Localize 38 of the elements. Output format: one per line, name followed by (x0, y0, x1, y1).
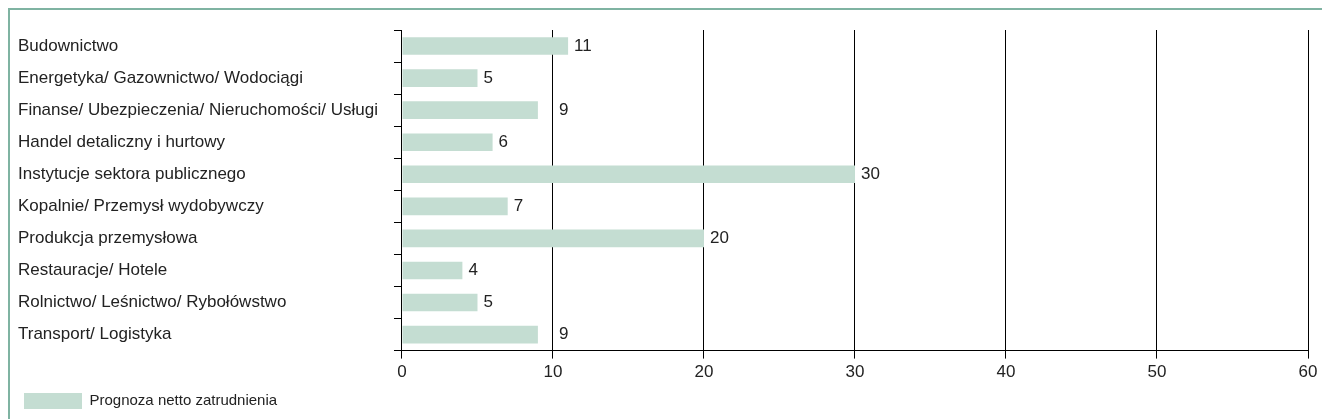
y-tick-label: Finanse/ Ubezpieczenia/ Nieruchomości/ Usługi (18, 99, 378, 119)
x-tick-label: 20 (694, 362, 714, 382)
data-label: 7 (513, 196, 524, 216)
y-tick-label: Energetyka/ Gazownictwo/ Wodociągi (18, 67, 304, 87)
legend-label: Prognoza netto zatrudnienia (89, 391, 278, 409)
x-tick-label: 60 (1298, 362, 1318, 382)
data-label: 6 (498, 131, 509, 151)
bar (402, 69, 478, 87)
y-tick-label: Transport/ Logistyka (18, 324, 172, 344)
y-tick-label: Kopalnie/ Przemysł wydobywczy (18, 196, 265, 216)
bar (402, 197, 508, 216)
data-label: 9 (559, 99, 569, 119)
data-label: 11 (574, 35, 592, 55)
bar (402, 293, 478, 312)
y-tick-label: Rolnictwo/ Leśnictwo/ Rybołówstwo (18, 292, 287, 312)
y-tick-label: Handel detaliczny i hurtowy (18, 131, 226, 151)
y-tick-label: Restauracje/ Hotele (18, 260, 168, 280)
data-label: 5 (483, 292, 493, 312)
x-tick-label: 50 (1147, 362, 1167, 382)
data-label: 4 (468, 260, 478, 280)
x-tick-label: 10 (543, 362, 563, 382)
x-tick-label: 40 (996, 362, 1016, 382)
y-tick-label: Budownictwo (18, 35, 119, 55)
bar (402, 37, 569, 55)
y-tick-label: Produkcja przemysłowa (18, 228, 199, 248)
data-label: 9 (559, 324, 569, 344)
data-label: 5 (483, 67, 493, 87)
bar (402, 261, 463, 280)
data-label: 30 (861, 163, 880, 183)
bar (402, 325, 538, 344)
bar (402, 133, 493, 152)
data-label: 20 (710, 228, 729, 248)
x-tick-label: 0 (397, 362, 407, 382)
y-tick-label: Instytucje sektora publicznego (18, 163, 246, 183)
bar (402, 229, 704, 248)
x-tick-label: 30 (845, 362, 865, 382)
bar (402, 101, 538, 119)
bar (402, 165, 855, 184)
